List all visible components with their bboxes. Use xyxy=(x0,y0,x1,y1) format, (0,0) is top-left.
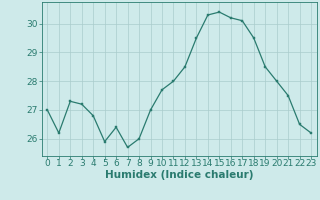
X-axis label: Humidex (Indice chaleur): Humidex (Indice chaleur) xyxy=(105,170,253,180)
